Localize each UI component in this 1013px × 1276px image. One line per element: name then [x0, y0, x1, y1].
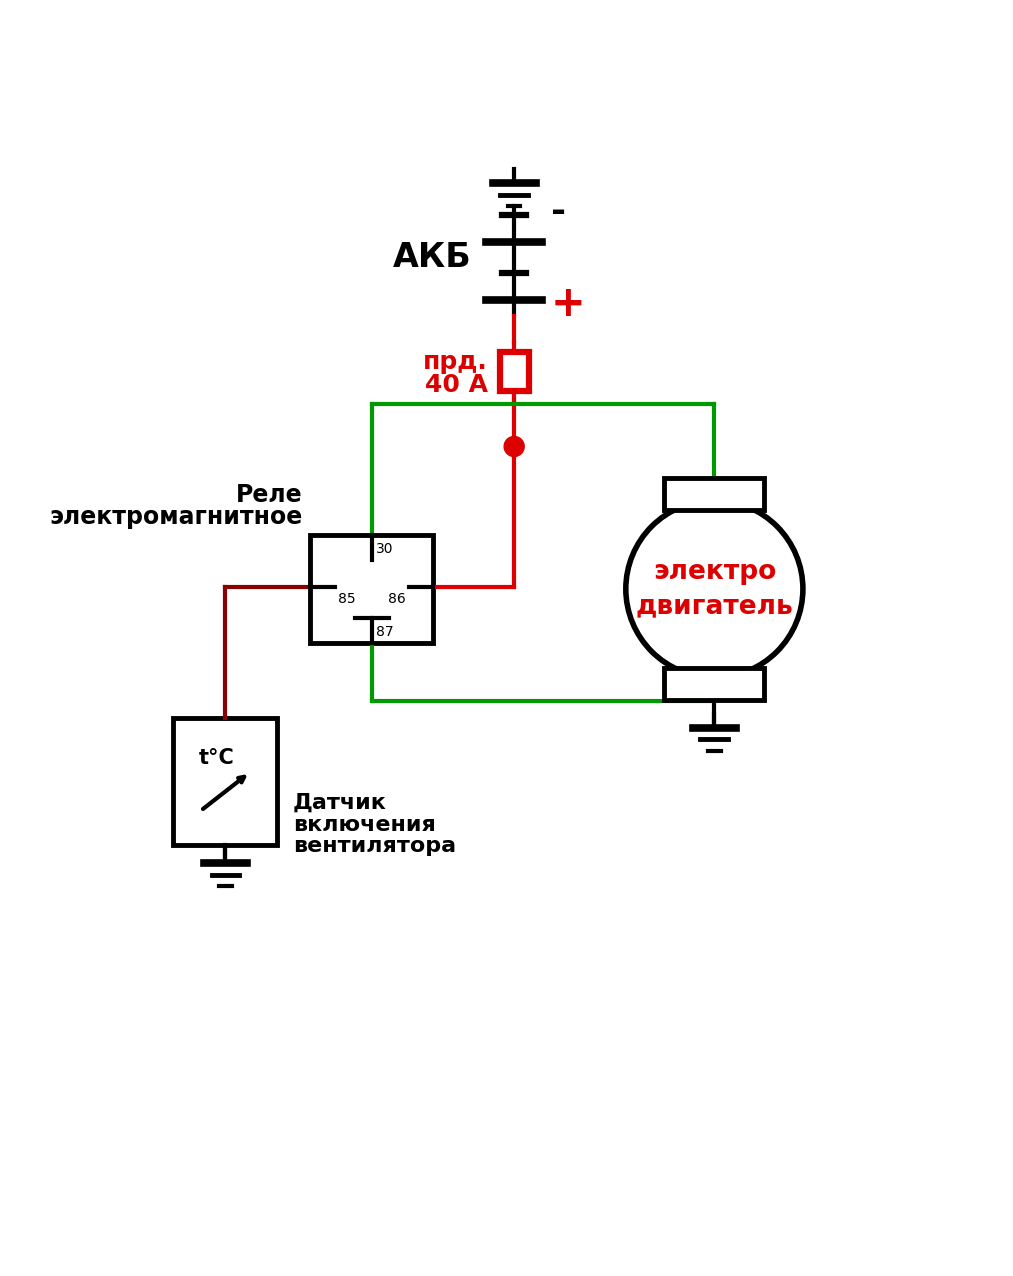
Text: прд.: прд. [423, 350, 488, 374]
Text: +: + [551, 283, 586, 325]
Bar [173, 718, 278, 845]
Circle shape [504, 436, 524, 457]
Text: 30: 30 [376, 541, 394, 555]
Bar [665, 667, 765, 701]
Circle shape [626, 500, 803, 678]
Text: электро: электро [652, 559, 776, 584]
Text: -: - [551, 195, 566, 228]
Text: электромагнитное: электромагнитное [50, 504, 303, 528]
Text: Датчик: Датчик [293, 792, 387, 813]
Bar [310, 535, 434, 643]
Text: 87: 87 [376, 625, 394, 639]
Text: АКБ: АКБ [393, 241, 472, 274]
Text: включения: включения [293, 814, 436, 835]
Text: 40 А: 40 А [425, 374, 488, 397]
Text: вентилятора: вентилятора [293, 836, 456, 856]
Text: Реле: Реле [236, 484, 303, 507]
Text: двигатель: двигатель [635, 593, 793, 619]
Bar [665, 477, 765, 510]
Text: 86: 86 [388, 592, 405, 606]
Text: 85: 85 [337, 592, 356, 606]
Bar [499, 352, 529, 390]
Text: t°C: t°C [199, 748, 234, 768]
